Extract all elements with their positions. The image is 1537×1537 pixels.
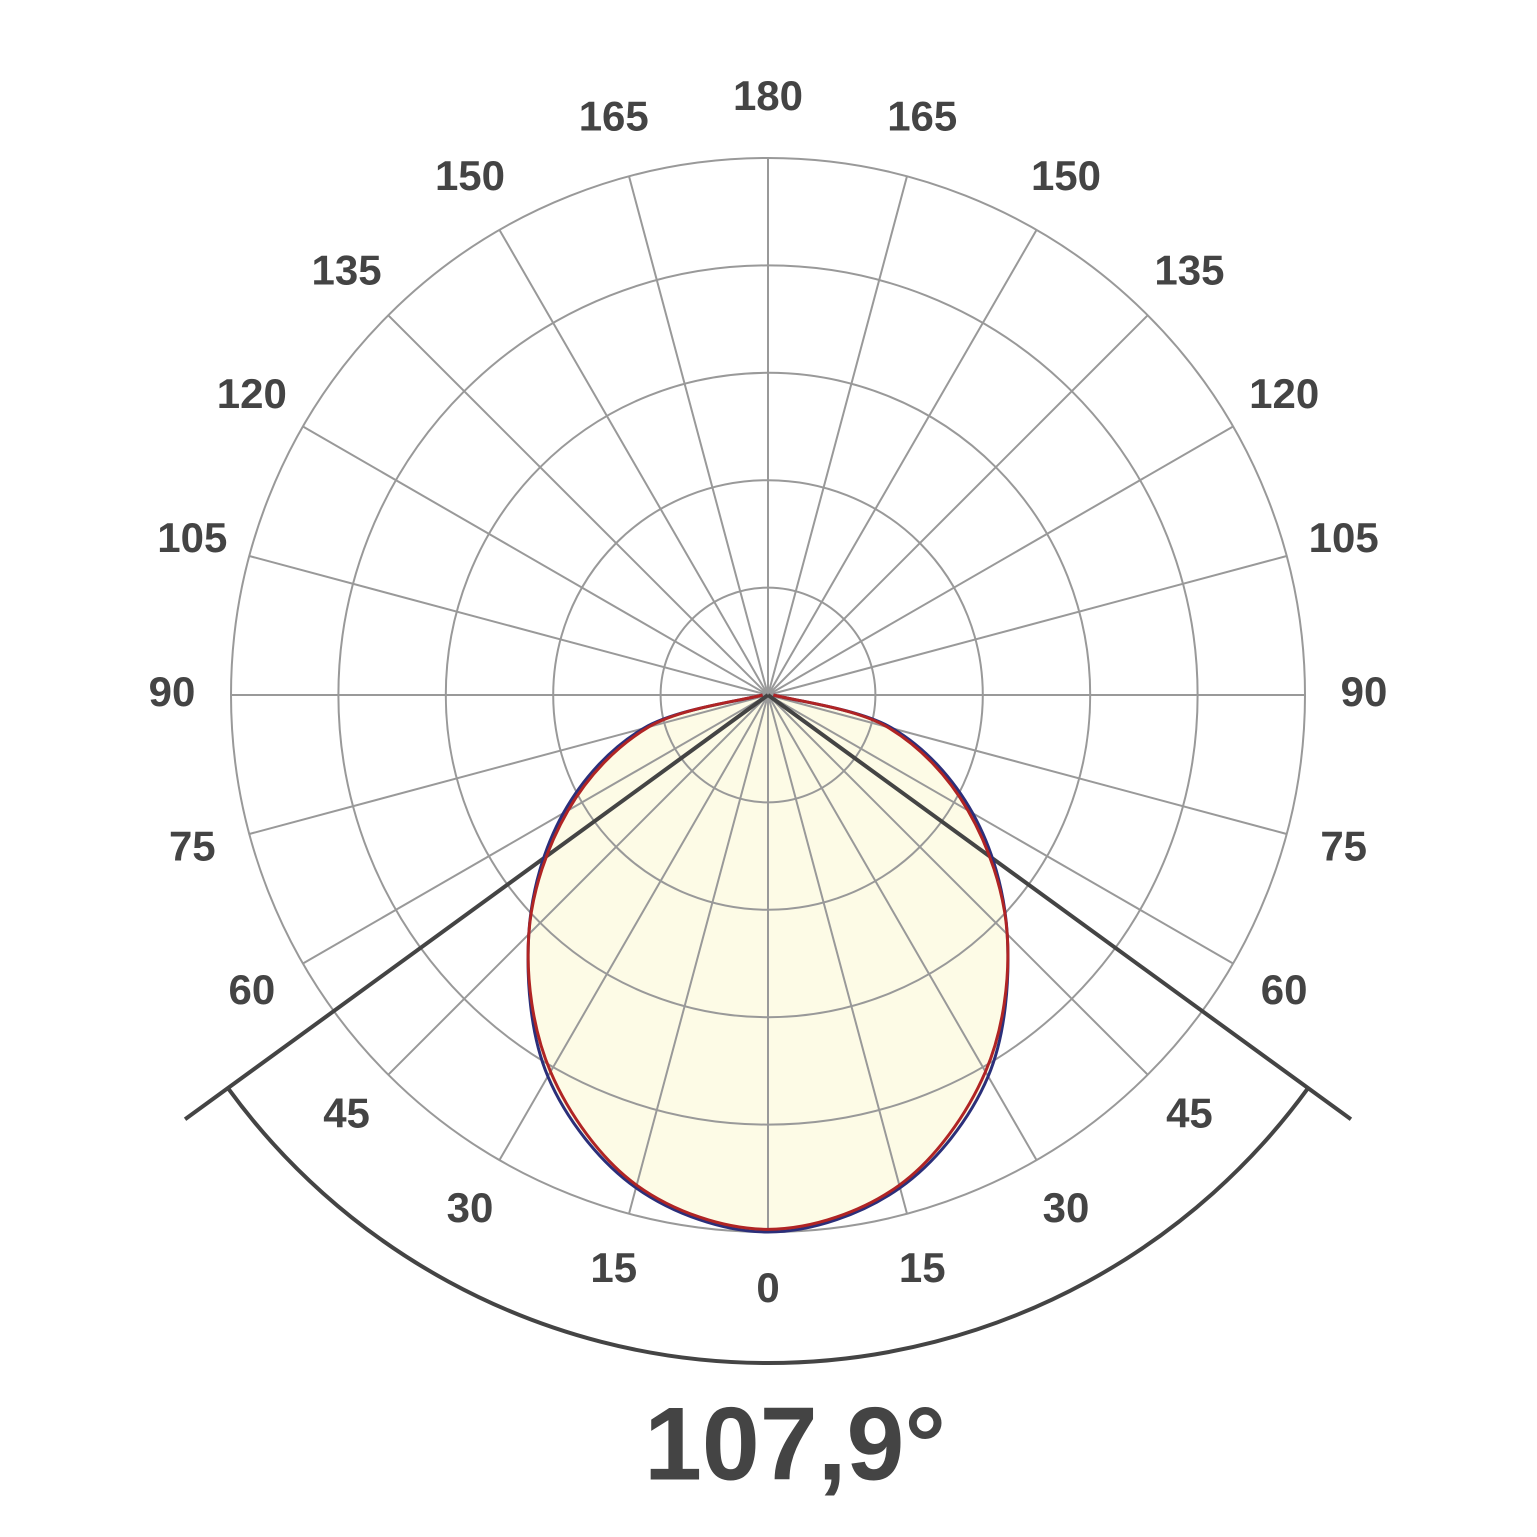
grid-spoke [302,425,769,696]
angle-tick-label: 15 [590,1244,637,1291]
angle-tick-label: 60 [228,966,275,1013]
angle-tick-label: 105 [1309,514,1379,561]
grid-spoke [767,694,908,1214]
beam-arc [226,1086,1310,1365]
beam-line [766,693,1353,1121]
beam-angle-label: 107,9° [644,1386,946,1502]
grid-spoke [767,694,1234,965]
grid-spoke [767,425,1234,696]
angle-tick-label: 45 [323,1090,370,1137]
angle-tick-label: 0 [756,1264,779,1311]
grid-spoke [249,694,769,835]
grid-spoke [628,694,769,1214]
series-line [526,693,1010,1231]
angle-tick-label: 105 [157,514,227,561]
grid-spoke [498,694,769,1161]
angle-tick-label: 120 [217,370,287,417]
grid-spoke [767,176,908,696]
angle-tick-label: 165 [579,92,649,139]
grid-spoke [767,694,1287,835]
angle-tick-label: 30 [1043,1184,1090,1231]
grid-spoke [628,176,769,696]
grid-layer: 0 15 15 30 30 45 45 60 60 75 75 90 90 105 105 120 120 135… [149,72,1388,1311]
angle-tick-label: 75 [169,822,216,869]
angle-tick-label: 45 [1166,1090,1213,1137]
grid-spoke [302,694,769,965]
angle-tick-label: 120 [1249,370,1319,417]
grid-spoke [767,694,1038,1161]
grid-spoke [767,694,1149,1076]
grid-spoke [767,229,1038,696]
data-layer [183,693,1353,1365]
beam-line [183,693,770,1121]
angle-tick-label: 75 [1320,822,1367,869]
angle-tick-label: 150 [1031,152,1101,199]
grid-spoke [767,314,1149,696]
angle-tick-label: 30 [447,1184,494,1231]
grid-spoke [767,555,1287,696]
angle-tick-label: 90 [1341,668,1388,715]
angle-tick-label: 15 [899,1244,946,1291]
angle-tick-label: 165 [887,92,957,139]
angle-tick-label: 60 [1261,966,1308,1013]
angle-tick-label: 90 [149,668,196,715]
angle-tick-label: 180 [733,72,803,119]
angle-tick-label: 150 [435,152,505,199]
grid-spoke [249,555,769,696]
grid-spoke [387,694,769,1076]
angle-tick-label: 135 [1154,247,1224,294]
angle-tick-label: 135 [312,247,382,294]
grid-spoke [387,314,769,696]
grid-spoke [498,229,769,696]
series-line [526,693,1010,1234]
